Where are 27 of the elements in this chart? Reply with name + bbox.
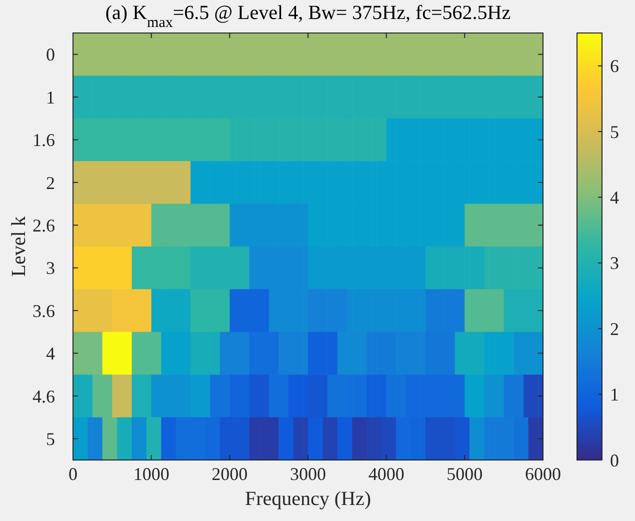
x-axis-title: Frequency (Hz): [244, 488, 372, 510]
x-tick-label: 0: [68, 464, 78, 484]
y-tick-label: 2.6: [32, 215, 55, 236]
x-tick-label: 1000: [133, 464, 170, 484]
color-bar-label: 0: [610, 450, 619, 470]
y-tick-label: 1: [46, 87, 55, 108]
x-tick-label: 4000: [368, 464, 404, 484]
chart-title: (a) K$_{max}$=6.5 @ Level 4, Bw= 375Hz, fc=562.5Hz: [105, 2, 511, 31]
color-bar-label: 1: [610, 384, 619, 405]
x-tick-label: 6000: [525, 464, 561, 484]
y-tick-label: 5: [46, 428, 55, 449]
color-bar-label: 2: [610, 318, 619, 339]
y-axis-title: Level k: [8, 216, 30, 277]
y-tick-label: 3.6: [32, 300, 55, 321]
y-tick-label: 3: [46, 258, 55, 278]
x-tick-label: 5000: [446, 464, 483, 484]
y-tick-label: 1.6: [32, 130, 55, 150]
color-bar-label: 5: [610, 122, 619, 142]
x-tick-label: 3000: [290, 464, 326, 484]
color-bar-label: 3: [610, 253, 619, 274]
color-bar-label: 4: [610, 188, 619, 208]
y-tick-label: 4: [46, 344, 55, 364]
y-tick-label: 4.6: [32, 386, 55, 406]
y-tick-label: 2: [46, 172, 55, 193]
color-bar-label: 6: [610, 56, 619, 76]
x-tick-label: 2000: [212, 464, 248, 484]
y-tick-label: 0: [46, 44, 55, 65]
